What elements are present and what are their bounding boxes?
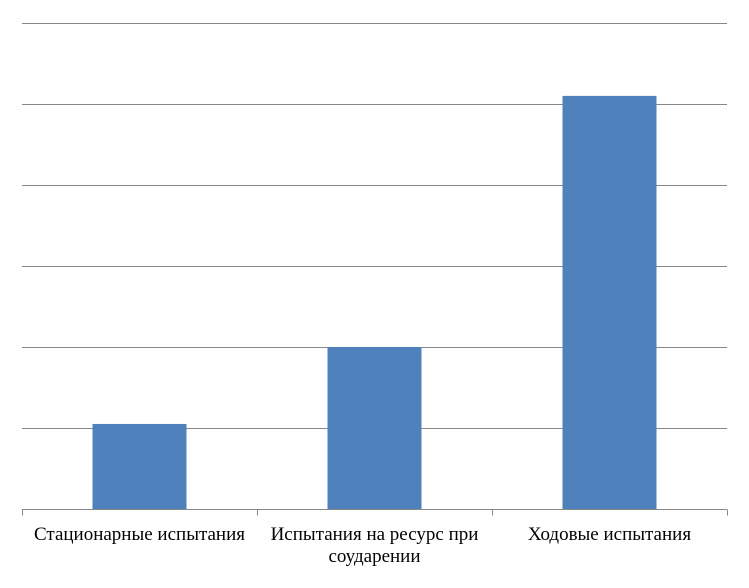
bar bbox=[327, 347, 422, 509]
bar bbox=[92, 423, 187, 509]
x-tick-label: Стационарные испытания bbox=[34, 524, 245, 545]
bars bbox=[92, 95, 657, 510]
bar bbox=[562, 95, 657, 510]
x-tick-label: Испытания на ресурс при bbox=[271, 524, 479, 545]
x-tick-label: Ходовые испытания bbox=[528, 524, 691, 545]
category-labels: Стационарные испытания Испытания на ресур… bbox=[34, 524, 691, 567]
x-tick-label: соударении bbox=[328, 546, 420, 567]
x-axis bbox=[22, 509, 728, 516]
